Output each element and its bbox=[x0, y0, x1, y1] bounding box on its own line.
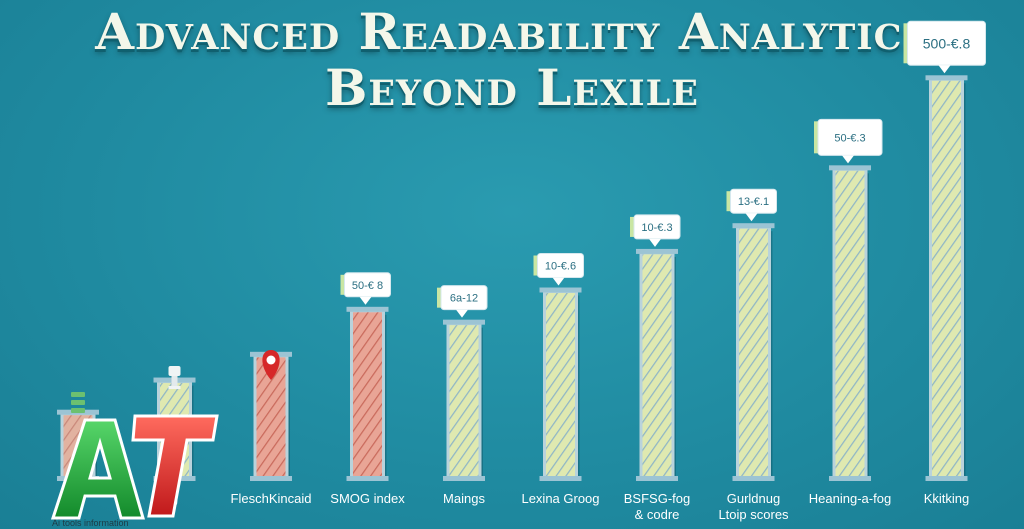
value-callout: 500-€.8 bbox=[903, 20, 986, 74]
value-callout: 50-€.3 bbox=[814, 118, 883, 164]
bar-cap bbox=[346, 306, 389, 312]
value-callout: 10-€.6 bbox=[533, 253, 584, 286]
bar-5 bbox=[443, 319, 485, 481]
bar-cap bbox=[829, 165, 871, 171]
bar-base bbox=[346, 476, 389, 481]
x-tick-label: SMOG index bbox=[330, 491, 405, 506]
callout-value: 50-€ 8 bbox=[352, 280, 383, 292]
bar-base bbox=[829, 476, 871, 481]
logo-letter-a bbox=[50, 418, 145, 520]
x-tick-label: Kkitking bbox=[924, 491, 970, 506]
callout-value: 50-€.3 bbox=[834, 132, 865, 144]
x-tick-label: FleschKincaid bbox=[231, 491, 312, 506]
bar-cap bbox=[732, 223, 775, 229]
callout-value: 10-€.6 bbox=[545, 261, 576, 273]
x-tick-label: Gurldnug Ltoip scores bbox=[718, 491, 789, 522]
callout-value: 6a-12 bbox=[450, 293, 478, 305]
bar-body bbox=[350, 309, 385, 480]
chart-title-line-1: Advanced Readability Analytics bbox=[95, 2, 929, 61]
bar-cap bbox=[539, 287, 582, 293]
callout-value: 500-€.8 bbox=[923, 35, 971, 51]
bar-body bbox=[929, 77, 964, 480]
bar-base bbox=[443, 476, 485, 481]
bar-4 bbox=[346, 306, 389, 481]
value-callout: 6a-12 bbox=[437, 285, 488, 318]
bar-9 bbox=[829, 165, 871, 481]
bar-cap bbox=[636, 248, 678, 254]
value-callout: 50-€ 8 bbox=[340, 272, 391, 305]
value-callout: 13-€.1 bbox=[726, 188, 777, 222]
map-pin-icon bbox=[262, 350, 280, 380]
trophy-icon bbox=[168, 366, 181, 389]
x-tick-label: Maings bbox=[443, 491, 485, 506]
bar-cap bbox=[443, 319, 485, 325]
bar-base bbox=[732, 476, 775, 481]
chart-title-line-2: Beyond Lexile bbox=[325, 58, 699, 117]
bar-7 bbox=[636, 248, 678, 481]
bar-base bbox=[250, 476, 292, 481]
bar-body bbox=[736, 225, 771, 480]
bar-cap bbox=[925, 75, 968, 81]
bar-body bbox=[639, 251, 675, 480]
bar-body bbox=[832, 167, 868, 480]
bar-10 bbox=[925, 75, 968, 481]
bar-6 bbox=[539, 287, 582, 481]
logo-letter-t bbox=[131, 414, 219, 518]
bar-body bbox=[543, 290, 578, 480]
bar-base bbox=[539, 476, 582, 481]
stack-icon bbox=[71, 392, 85, 413]
x-tick-label: Lexina Groog bbox=[521, 491, 599, 506]
logo-caption: Ai tools information bbox=[52, 518, 129, 528]
bar-base bbox=[925, 476, 968, 481]
bar-body bbox=[446, 322, 482, 480]
value-callout: 10-€.3 bbox=[630, 214, 681, 247]
callout-value: 13-€.1 bbox=[738, 196, 769, 208]
x-tick-label: BSFSG-fog & codre bbox=[624, 491, 690, 522]
callout-value: 10-€.3 bbox=[641, 222, 672, 234]
bar-8 bbox=[732, 223, 775, 481]
bar-base bbox=[636, 476, 678, 481]
at-logo bbox=[50, 414, 219, 520]
x-tick-label: Heaning-a-fog bbox=[809, 491, 891, 506]
